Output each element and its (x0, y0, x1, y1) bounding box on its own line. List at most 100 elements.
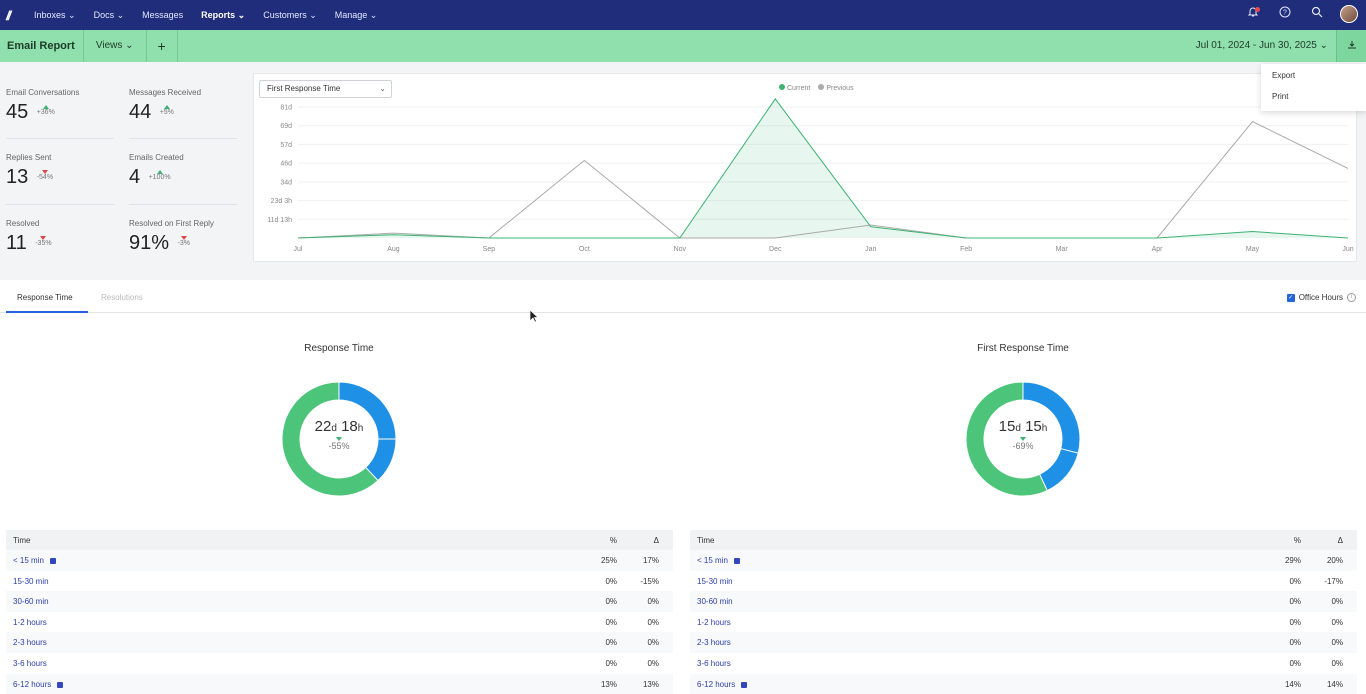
response-time-table: Time% Δ < 15 min 25% 17% 15-30 min 0% -15% 30-60… (6, 530, 673, 694)
current-series-area (298, 98, 1348, 239)
table-row[interactable]: 2-3 hours 0% 0% (690, 632, 1357, 653)
date-range-picker[interactable]: Jul 01, 2024 - Jun 30, 2025 ⌄ (1195, 40, 1328, 51)
donut-days-unit: d (1015, 423, 1021, 434)
table-row[interactable]: 6-12 hours 14% 14% (690, 673, 1357, 694)
header-percent[interactable]: % (609, 536, 617, 545)
table-header: Time% Δ (6, 530, 673, 550)
header-time[interactable]: Time (13, 536, 31, 545)
nav-docs[interactable]: Docs ⌄ (93, 9, 125, 20)
download-icon[interactable] (1336, 30, 1366, 62)
donut-chart (965, 381, 1081, 497)
percent-value: 0% (1289, 658, 1301, 668)
table-row[interactable]: < 15 min 29% 20% (690, 550, 1357, 571)
donut-slice[interactable] (965, 381, 1048, 497)
time-bucket-label: 1-2 hours (13, 617, 47, 627)
menu-item-print[interactable]: Print (1272, 92, 1289, 101)
time-bucket-link[interactable]: 30-60 min (697, 597, 733, 606)
menu-item-export[interactable]: Export (1272, 71, 1296, 80)
time-bucket-link[interactable]: 6-12 hours (697, 679, 748, 689)
donut-value: 22d 18h (282, 418, 396, 435)
y-tick-label: 69d (280, 123, 292, 130)
header-delta[interactable]: Δ (653, 536, 659, 545)
stat-change: +5% (160, 105, 174, 116)
time-bucket-link[interactable]: 15-30 min (13, 577, 49, 586)
info-icon[interactable]: i (1347, 293, 1356, 302)
search-icon[interactable] (1308, 5, 1326, 23)
time-bucket-link[interactable]: 2-3 hours (697, 638, 731, 647)
header-time[interactable]: Time (697, 536, 715, 545)
time-bucket-link[interactable]: 2-3 hours (13, 638, 47, 647)
avatar[interactable] (1340, 5, 1358, 23)
time-bucket-link[interactable]: 3-6 hours (697, 659, 731, 668)
table-row[interactable]: 2-3 hours 0% 0% (6, 632, 673, 653)
tab-response-time[interactable]: Response Time (17, 293, 73, 302)
header-delta[interactable]: Δ (1337, 536, 1343, 545)
tab-resolutions[interactable]: Resolutions (101, 293, 143, 302)
table-row[interactable]: 15-30 min 0% -17% (690, 571, 1357, 592)
legend-previous[interactable]: Previous (818, 84, 854, 92)
add-view-button[interactable]: + (147, 30, 178, 62)
delta-value: -17% (1324, 576, 1343, 586)
time-bucket-link[interactable]: 15-30 min (697, 577, 733, 586)
down-arrow-icon (41, 170, 48, 174)
help-icon[interactable]: ? (1276, 5, 1294, 23)
line-chart: 11d 13h 23d 3h 34d 46d 57d 69d 81d Jul Aug Sep Oct… (267, 98, 1354, 253)
stat-change-text: +36% (36, 109, 55, 116)
office-hours-checkbox[interactable]: ✓ (1286, 293, 1295, 302)
nav-inboxes[interactable]: Inboxes ⌄ (34, 9, 76, 20)
time-bucket-label: 6-12 hours (697, 679, 736, 689)
x-tick-label: Jul (294, 246, 303, 253)
table-row[interactable]: 30-60 min 0% 0% (690, 591, 1357, 612)
metric-select[interactable]: First Response Time ⌄ (259, 80, 392, 98)
svg-text:?: ? (1283, 10, 1287, 17)
y-tick-label: 81d (280, 105, 292, 112)
time-bucket-link[interactable]: < 15 min (697, 556, 740, 565)
chevron-down-icon: ⌄ (379, 84, 386, 93)
time-bucket-label: < 15 min (13, 556, 44, 565)
donut-hours-unit: h (357, 423, 364, 434)
nav-manage[interactable]: Manage ⌄ (334, 9, 378, 20)
nav-reports[interactable]: Reports ⌄ (201, 9, 246, 20)
report-header: Email Report Views ⌄ + Jul 01, 2024 - Ju… (0, 30, 1366, 62)
office-hours-toggle[interactable]: ✓ Office Hours i (1286, 293, 1356, 302)
percent-value: 0% (1289, 576, 1301, 586)
time-bucket-link[interactable]: < 15 min (13, 556, 56, 565)
stat-change-text: -54% (36, 174, 54, 181)
time-bucket-label: 3-6 hours (13, 658, 47, 668)
trend-down-icon (336, 437, 342, 441)
nav-customers[interactable]: Customers ⌄ (263, 9, 317, 20)
percent-value: 29% (1284, 556, 1301, 565)
bell-icon[interactable] (1244, 5, 1262, 23)
time-bucket-link[interactable]: 1-2 hours (697, 618, 731, 627)
time-bucket-link[interactable]: 1-2 hours (13, 618, 47, 627)
time-bucket-link[interactable]: 30-60 min (13, 597, 49, 606)
stat-value: 11 (6, 232, 27, 254)
time-bucket-label: 6-12 hours (13, 679, 52, 689)
donut-title: Response Time (304, 343, 374, 354)
table-row[interactable]: 6-12 hours 13% 13% (6, 673, 673, 694)
stat-label: Email Conversations (6, 88, 80, 97)
header-percent[interactable]: % (1293, 536, 1301, 545)
table-row[interactable]: 1-2 hours 0% 0% (6, 612, 673, 633)
views-dropdown[interactable]: Views ⌄ (84, 30, 147, 62)
percent-value: 0% (1289, 597, 1301, 607)
donut-slice[interactable] (281, 381, 379, 497)
y-tick-label: 46d (280, 161, 292, 168)
x-tick-label: Oct (579, 246, 590, 253)
table-row[interactable]: 3-6 hours 0% 0% (6, 653, 673, 674)
delta-value: 0% (1331, 617, 1343, 627)
nav-messages[interactable]: Messages (142, 10, 184, 20)
logo-icon[interactable]: // (6, 8, 11, 23)
y-tick-label: 34d (280, 179, 292, 186)
table-row[interactable]: < 15 min 25% 17% (6, 550, 673, 571)
time-bucket-link[interactable]: 3-6 hours (13, 659, 47, 668)
delta-value: 13% (642, 679, 659, 689)
table-row[interactable]: 1-2 hours 0% 0% (690, 612, 1357, 633)
legend-current[interactable]: Current (779, 84, 810, 92)
x-tick-label: Feb (960, 246, 972, 253)
table-row[interactable]: 3-6 hours 0% 0% (690, 653, 1357, 674)
table-row[interactable]: 30-60 min 0% 0% (6, 591, 673, 612)
metric-select-value: First Response Time (267, 84, 341, 93)
time-bucket-link[interactable]: 6-12 hours (13, 679, 64, 689)
table-row[interactable]: 15-30 min 0% -15% (6, 571, 673, 592)
